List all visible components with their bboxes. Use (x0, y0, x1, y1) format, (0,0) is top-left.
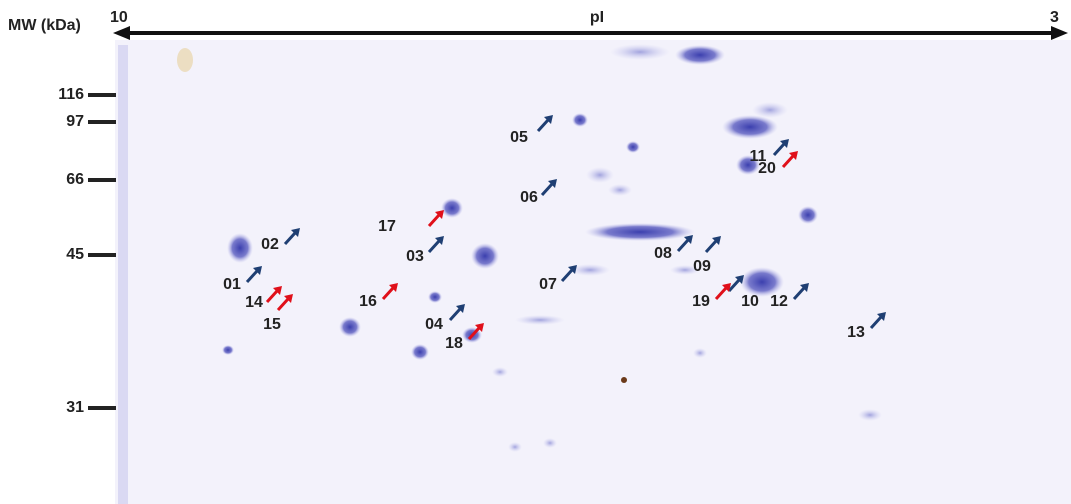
pi-label: pI (590, 9, 604, 26)
spot-label: 12 (770, 293, 788, 310)
spot-label: 07 (539, 276, 557, 293)
spot-label: 09 (693, 258, 711, 275)
spot-label: 03 (406, 248, 424, 265)
mw-label: MW (kDa) (8, 17, 81, 34)
spot-label: 16 (359, 293, 377, 310)
pi-axis (113, 26, 1068, 40)
pi-left: 10 (110, 9, 128, 26)
spot-label: 10 (741, 293, 759, 310)
spot-label: 18 (445, 335, 463, 352)
spot-label: 06 (520, 189, 538, 206)
spot-label: 05 (510, 129, 528, 146)
spot-label: 13 (847, 324, 865, 341)
spot-label: 04 (425, 316, 443, 333)
spot-label: 20 (758, 160, 776, 177)
spot-label: 01 (223, 276, 241, 293)
spot-label: 02 (261, 236, 279, 253)
spot-label: 08 (654, 245, 672, 262)
mw-marker-label: 97 (66, 113, 84, 130)
mw-marker-label: 45 (66, 246, 84, 263)
spot-label: 19 (692, 293, 710, 310)
spot-label: 17 (378, 218, 396, 235)
spot-label: 15 (263, 316, 281, 333)
spot-label: 14 (245, 294, 263, 311)
pi-right: 3 (1050, 9, 1059, 26)
gel-figure: MW (kDa) 10 pI 3 116 97 66 45 31 01 02 03 04 05 06… (0, 0, 1071, 504)
mw-marker-label: 31 (66, 399, 84, 416)
mw-marker-label: 66 (66, 171, 84, 188)
mw-marker-label: 116 (58, 86, 84, 103)
